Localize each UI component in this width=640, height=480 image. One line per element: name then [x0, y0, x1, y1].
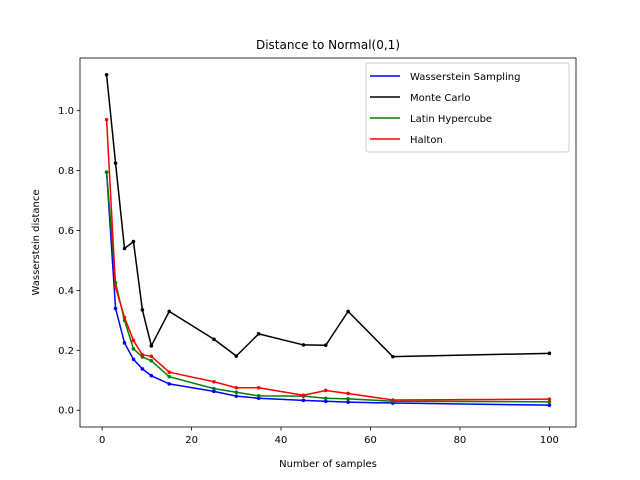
- data-point-wasserstein-sampling: [122, 341, 127, 345]
- y-axis-label: Wasserstein distance: [31, 189, 42, 295]
- x-axis-ticks: 0 20 40 60 80 100: [99, 427, 559, 446]
- data-point-latin-hypercube: [212, 386, 216, 391]
- data-point-latin-hypercube: [547, 400, 552, 404]
- data-point-halton: [149, 354, 154, 359]
- data-point-halton: [167, 370, 172, 374]
- x-tick-label: 40: [275, 435, 288, 446]
- data-point-latin-hypercube: [149, 359, 154, 363]
- data-point-wasserstein-sampling: [113, 306, 118, 311]
- data-point-halton: [234, 385, 239, 390]
- x-tick-label: 0: [99, 435, 105, 446]
- data-point-latin-hypercube: [167, 374, 172, 379]
- data-point-monte-carlo: [256, 332, 261, 336]
- data-point-monte-carlo: [113, 161, 118, 165]
- data-point-wasserstein-sampling: [167, 382, 172, 386]
- data-point-halton: [212, 379, 216, 384]
- data-point-latin-hypercube: [256, 394, 261, 398]
- y-tick-label: 0.0: [58, 406, 74, 417]
- data-point-monte-carlo: [234, 354, 239, 358]
- x-tick-label: 100: [540, 435, 559, 446]
- data-point-halton: [346, 391, 350, 396]
- data-point-monte-carlo: [212, 337, 216, 342]
- data-point-halton: [140, 353, 145, 357]
- data-point-latin-hypercube: [131, 347, 136, 351]
- data-point-halton: [131, 338, 136, 343]
- data-point-halton: [122, 315, 127, 320]
- x-tick-label: 80: [454, 435, 467, 446]
- data-point-monte-carlo: [323, 343, 328, 348]
- data-point-monte-carlo: [167, 309, 172, 314]
- data-point-monte-carlo: [104, 72, 109, 77]
- data-point-monte-carlo: [346, 309, 350, 314]
- data-point-halton: [104, 117, 109, 122]
- data-point-halton: [547, 397, 552, 401]
- data-point-monte-carlo: [140, 308, 145, 312]
- y-tick-label: 1.0: [58, 106, 74, 117]
- plot-frame: [79, 57, 577, 428]
- data-point-halton: [391, 398, 395, 402]
- legend-label-latin-hypercube: Latin Hypercube: [410, 114, 492, 125]
- legend-label-monte-carlo: Monte Carlo: [410, 93, 470, 104]
- y-tick-label: 0.8: [58, 166, 74, 177]
- data-point-wasserstein-sampling: [547, 403, 552, 407]
- data-point-halton: [113, 285, 118, 290]
- data-point-monte-carlo: [301, 343, 306, 347]
- data-point-wasserstein-sampling: [140, 367, 145, 371]
- data-point-wasserstein-sampling: [346, 400, 350, 404]
- data-point-wasserstein-sampling: [301, 398, 306, 403]
- data-point-wasserstein-sampling: [323, 399, 328, 404]
- y-tick-label: 0.6: [58, 226, 74, 237]
- x-tick-label: 20: [185, 435, 198, 446]
- data-point-wasserstein-sampling: [131, 357, 136, 362]
- data-point-halton: [323, 388, 328, 393]
- x-tick-label: 60: [364, 435, 377, 446]
- data-point-latin-hypercube: [346, 397, 350, 401]
- data-point-latin-hypercube: [104, 170, 109, 174]
- legend-box: [365, 62, 570, 153]
- data-point-monte-carlo: [149, 344, 154, 348]
- data-point-wasserstein-sampling: [149, 373, 154, 378]
- data-point-monte-carlo: [131, 239, 136, 244]
- data-point-monte-carlo: [547, 351, 552, 356]
- data-point-monte-carlo: [391, 354, 395, 359]
- data-point-latin-hypercube: [234, 390, 239, 395]
- data-point-wasserstein-sampling: [234, 394, 239, 398]
- data-point-wasserstein-sampling: [212, 389, 216, 394]
- data-point-halton: [256, 385, 261, 390]
- y-tick-label: 0.4: [58, 286, 74, 297]
- data-point-halton: [301, 393, 306, 398]
- legend: Wasserstein Sampling Monte Carlo Latin Hyp…: [365, 62, 570, 153]
- chart-title: Distance to Normal(0,1): [256, 38, 400, 52]
- y-tick-label: 0.2: [58, 346, 74, 357]
- data-point-monte-carlo: [122, 246, 127, 251]
- legend-label-halton: Halton: [410, 135, 443, 146]
- y-axis-ticks: 0.0 0.2 0.4 0.6 0.8 1.0: [58, 106, 80, 417]
- data-point-latin-hypercube: [323, 396, 328, 401]
- x-axis-label: Number of samples: [279, 459, 377, 470]
- series-layer: [104, 72, 552, 407]
- legend-label-wasserstein-sampling: Wasserstein Sampling: [410, 72, 520, 83]
